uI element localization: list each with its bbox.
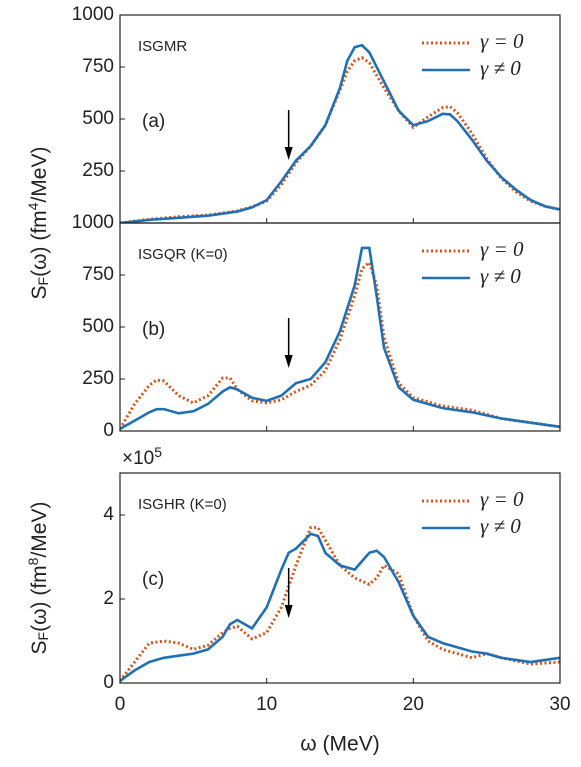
y-tick-label: 500 [82,316,114,337]
y-tick-label: 250 [82,160,114,181]
y-tick-label: 4 [103,504,114,525]
annotation: ISGHR (K=0) [138,496,227,513]
series-line [120,532,560,682]
annotation: ISGQR (K=0) [138,246,228,263]
x-tick-label: 30 [549,694,570,715]
label-part: F [35,632,51,641]
arrowhead [284,147,293,160]
y-tick-label: 1000 [72,4,114,25]
legend-label: γ ≠ 0 [480,264,521,288]
y-axis-label: SF(ω) (fm8/MeV) [25,502,51,655]
x-tick-label: 20 [403,694,424,715]
label-part: 4 [25,202,41,210]
legend-label: γ = 0 [480,237,524,261]
arrowhead [284,355,293,368]
x-tick-label: 0 [115,694,126,715]
y-tick-label: 750 [82,56,114,77]
label-part: S [28,640,51,654]
x-tick-label: 10 [256,694,277,715]
label-part: (ω) (fm [28,210,51,277]
series-line [120,259,560,430]
series-line [120,55,560,223]
y-tick-label: 750 [82,264,114,285]
y-multiplier: ×105 [122,444,162,469]
annotation: ISGMR [138,38,187,55]
legend-label: γ = 0 [480,487,524,511]
y-axis-label: SF(ω) (fm4/MeV) [25,147,51,300]
y-tick-label: 2 [103,588,114,609]
y-tick-label: 500 [82,108,114,129]
y-tick-label: 1000 [72,212,114,233]
panel-label: (a) [142,111,165,132]
x-axis-label: ω (MeV) [300,733,379,756]
y-tick-label: 250 [82,368,114,389]
label-part: F [35,277,51,286]
plot-frame [119,472,561,684]
series-line [120,43,560,223]
series-line [120,526,560,682]
legend-label: γ ≠ 0 [480,514,521,538]
y-tick-label: 0 [103,420,114,441]
label-part: 8 [25,557,41,565]
y-tick-label: 0 [103,672,114,693]
label-part: S [28,285,51,299]
series-line [120,246,560,431]
label-part: (ω) (fm [28,565,51,632]
label-part: /MeV) [28,502,51,558]
panel-label: (b) [142,319,165,340]
legend-label: γ = 0 [480,29,524,53]
plot-frame [119,222,561,432]
label-part: ×10 [122,448,154,469]
arrowhead [284,605,293,618]
label-part: /MeV) [28,147,51,203]
panel-label: (c) [142,569,164,590]
label-part: 5 [154,444,162,460]
legend-label: γ ≠ 0 [480,56,521,80]
